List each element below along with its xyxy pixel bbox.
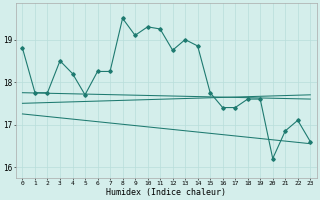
X-axis label: Humidex (Indice chaleur): Humidex (Indice chaleur) — [106, 188, 226, 197]
